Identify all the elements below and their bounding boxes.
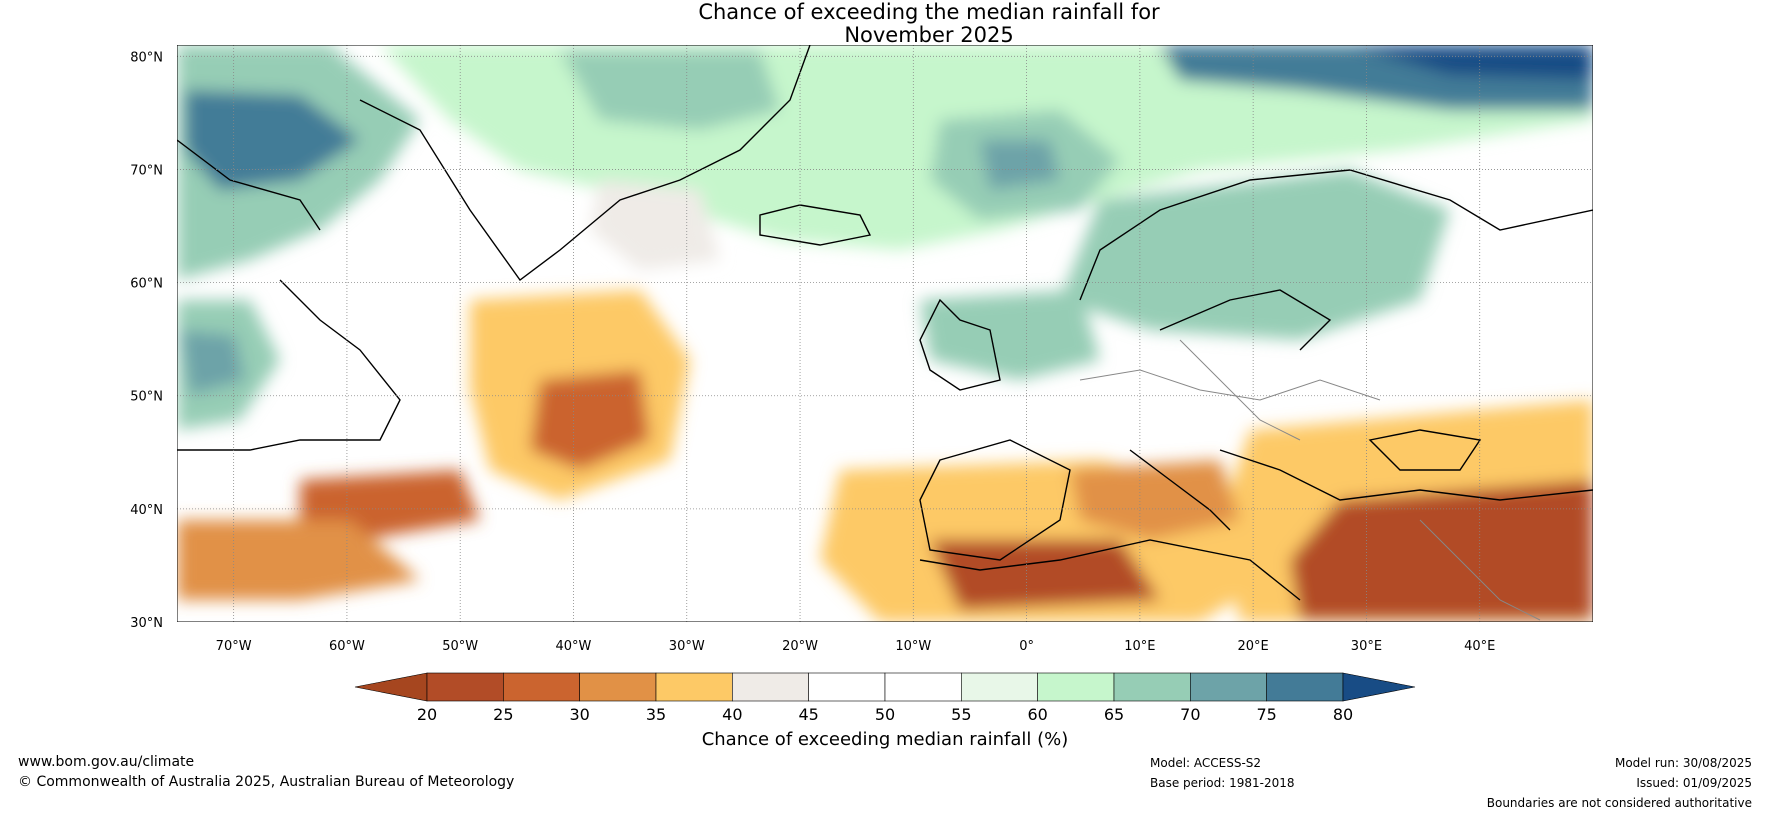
dry-region-central-med (1070, 460, 1240, 540)
colorbar-segment (1190, 672, 1267, 702)
colorbar-tick-label: 25 (493, 705, 513, 724)
colorbar-tick-label: 20 (417, 705, 437, 724)
colorbar-segment (503, 672, 580, 702)
wet-region-labrador-core (180, 330, 245, 395)
coastline-iberia (919, 439, 1071, 561)
colorbar-tick-label: 45 (798, 705, 818, 724)
latitude-axis: 80°N 70°N 60°N 50°N 40°N 30°N (130, 50, 163, 631)
map-area (177, 45, 1593, 622)
wet-region-baffin-core (185, 90, 360, 190)
coastline-baffin (177, 139, 321, 231)
neutral-region-east-atlantic (590, 180, 720, 270)
colorbar-segment (732, 672, 809, 702)
colorbar-segment (579, 672, 657, 702)
dry-region-africa-core (930, 540, 1160, 610)
footer-disclaimer: Boundaries are not considered authoritat… (1486, 796, 1752, 810)
colorbar-segment (655, 672, 733, 702)
colorbar: 20 25 30 35 40 45 50 55 60 65 70 75 80 (354, 672, 1416, 724)
lat-tick-label: 80°N (130, 50, 163, 65)
lat-tick-label: 60°N (130, 277, 163, 292)
colorbar-tick-label: 70 (1180, 705, 1200, 724)
border-eastern-europe (1179, 339, 1301, 441)
border-central-europe (1079, 369, 1381, 401)
footer-issued: Issued: 01/09/2025 (1636, 776, 1752, 790)
colorbar-tick-label: 60 (1027, 705, 1047, 724)
gridlines (177, 45, 1593, 622)
lon-tick-label: 10°E (1124, 639, 1155, 654)
colorbar-tick-label: 65 (1104, 705, 1124, 724)
colorbar-segment (1113, 672, 1191, 702)
lon-tick-label: 30°E (1351, 639, 1382, 654)
colorbar-extend-low (354, 672, 428, 702)
lat-tick-label: 30°N (130, 616, 163, 631)
wet-region-british-isles (920, 290, 1100, 380)
colorbar-segment (884, 672, 962, 702)
colorbar-tick-label: 75 (1256, 705, 1276, 724)
probability-shading (177, 45, 1593, 622)
map-title-line-1: Chance of exceeding the median rainfall … (698, 0, 1160, 24)
coastline-balkans-turkey (1219, 449, 1593, 501)
footer-url[interactable]: www.bom.gov.au/climate (18, 754, 195, 770)
coastline-italy (1129, 449, 1231, 531)
lat-tick-label: 40°N (130, 503, 163, 518)
lon-tick-label: 10°W (895, 639, 931, 654)
coastline-british-isles (919, 298, 1001, 391)
coastline-greenland (359, 45, 811, 281)
lon-tick-label: 30°W (669, 639, 705, 654)
colorbar-segment (426, 672, 504, 702)
dry-region-east-med-core (1290, 480, 1593, 620)
colorbar-extend-high (1342, 672, 1416, 702)
lon-tick-label: 70°W (216, 639, 252, 654)
lon-tick-label: 50°W (442, 639, 478, 654)
lon-tick-label: 40°W (556, 639, 592, 654)
colorbar-tick-label: 30 (569, 705, 589, 724)
coastline-baltic (1159, 289, 1332, 351)
lon-tick-label: 60°W (329, 639, 365, 654)
lon-tick-label: 40°E (1464, 639, 1495, 654)
dry-region-sw-atlantic (177, 520, 420, 600)
lon-tick-label: 0° (1019, 639, 1034, 654)
footer-copyright: © Commonwealth of Australia 2025, Austra… (18, 774, 515, 790)
footer-model: Model: ACCESS-S2 (1150, 756, 1262, 770)
coastline-labrador (177, 279, 401, 451)
coastline-black-sea (1368, 429, 1482, 471)
lat-tick-label: 70°N (130, 163, 163, 178)
colorbar-tick-label: 35 (646, 705, 666, 724)
colorbar-segment (1037, 672, 1115, 702)
colorbar-segment (961, 672, 1038, 702)
longitude-axis: 70°W 60°W 50°W 40°W 30°W 20°W 10°W 0° 10°E 20°E 30… (216, 639, 1496, 654)
colorbar-segment (1266, 672, 1344, 702)
colorbar-tick-label: 40 (722, 705, 742, 724)
lon-tick-label: 20°E (1238, 639, 1269, 654)
lat-tick-label: 50°N (130, 390, 163, 405)
colorbar-label: Chance of exceeding median rainfall (%) (702, 729, 1069, 750)
footer-model-run: Model run: 30/08/2025 (1614, 756, 1752, 770)
footer-base-period: Base period: 1981-2018 (1150, 776, 1295, 790)
colorbar-tick-label: 80 (1333, 705, 1353, 724)
map-title-line-2: November 2025 (844, 23, 1013, 47)
wet-region-norwegian-sea-core (980, 140, 1060, 190)
colorbar-tick-label: 55 (951, 705, 971, 724)
coastline-scandinavia (1079, 169, 1593, 301)
wet-region-iceland-sea (560, 50, 780, 130)
coastline-north-africa (919, 539, 1301, 601)
lon-tick-label: 20°W (782, 639, 818, 654)
wet-region-svalbard-core (1350, 45, 1593, 80)
colorbar-tick-label: 50 (875, 705, 895, 724)
colorbar-segment (808, 672, 886, 702)
dry-region-mid-atlantic-core (530, 370, 650, 470)
coastlines (177, 45, 1593, 601)
